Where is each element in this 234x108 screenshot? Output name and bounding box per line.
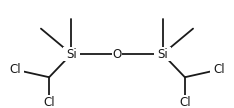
- FancyBboxPatch shape: [41, 95, 58, 108]
- Text: Si: Si: [157, 48, 168, 60]
- FancyBboxPatch shape: [210, 63, 227, 77]
- Text: Cl: Cl: [213, 63, 225, 76]
- Text: O: O: [112, 48, 122, 60]
- FancyBboxPatch shape: [112, 47, 122, 61]
- Text: Cl: Cl: [179, 96, 191, 108]
- FancyBboxPatch shape: [176, 95, 193, 108]
- Text: Cl: Cl: [43, 96, 55, 108]
- FancyBboxPatch shape: [63, 47, 80, 61]
- Text: Si: Si: [66, 48, 77, 60]
- Text: Cl: Cl: [9, 63, 21, 76]
- FancyBboxPatch shape: [7, 63, 24, 77]
- FancyBboxPatch shape: [154, 47, 171, 61]
